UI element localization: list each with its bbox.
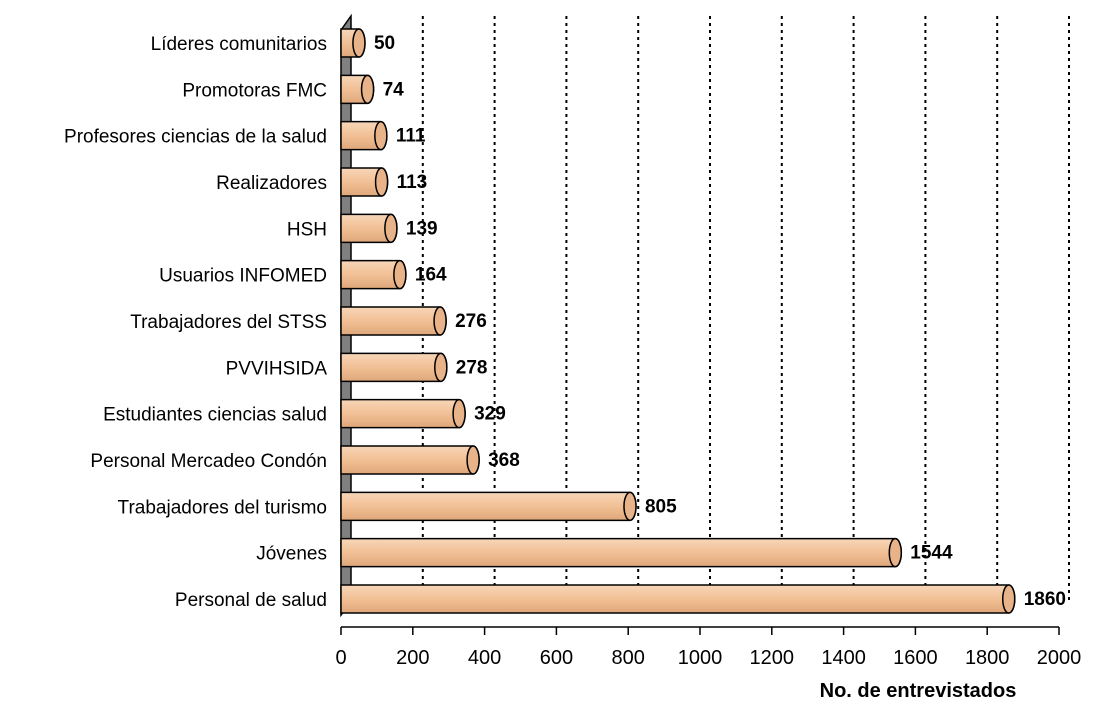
- bar-end-cap: [888, 537, 903, 568]
- x-axis: [340, 600, 1060, 635]
- bar-end-cap: [1001, 584, 1016, 614]
- y-tick-label: Trabajadores del turismo: [118, 497, 327, 518]
- data-label: 329: [474, 404, 506, 425]
- data-label: 113: [397, 172, 428, 193]
- bars: [340, 28, 1016, 614]
- data-label: 1544: [910, 543, 953, 564]
- bar-end-cap: [466, 445, 480, 475]
- labels: 0 200 400 600 800 1000 1200 1400 1600 1800 2000 Per…: [64, 33, 1081, 669]
- bar: [340, 491, 637, 522]
- data-label: 164: [415, 265, 447, 286]
- bar: [340, 537, 903, 568]
- x-tick-label: 800: [612, 647, 645, 669]
- x-tick-label: 1400: [821, 647, 866, 669]
- data-label: 805: [645, 496, 677, 517]
- y-tick-label: Líderes comunitarios: [151, 34, 327, 55]
- bar: [340, 584, 1016, 614]
- x-axis-title: No. de entrevistados: [820, 680, 1017, 702]
- bar-end-cap: [384, 213, 398, 244]
- y-tick-label: Usuarios INFOMED: [159, 266, 327, 287]
- bar-end-cap: [352, 28, 366, 58]
- x-tick-label: 600: [540, 647, 573, 669]
- y-tick-label: HSH: [287, 219, 327, 240]
- bar-end-cap: [433, 306, 447, 336]
- x-tick-label: 400: [468, 647, 501, 669]
- data-label: 74: [383, 79, 405, 100]
- y-tick-label: Personal Mercadeo Condón: [90, 451, 327, 472]
- bar: [340, 306, 447, 336]
- y-tick-label: Estudiantes ciencias salud: [103, 405, 327, 426]
- bar: [340, 398, 466, 429]
- data-label: 50: [374, 33, 395, 54]
- data-label: 276: [455, 311, 487, 332]
- x-tick-label: 1000: [678, 647, 723, 669]
- x-tick-label: 1800: [965, 647, 1010, 669]
- y-tick-label: Promotoras FMC: [182, 80, 327, 101]
- bar-end-cap: [374, 120, 388, 151]
- x-tick-label: 1200: [750, 647, 795, 669]
- x-tick-label: 2000: [1037, 647, 1082, 669]
- bar: [340, 445, 480, 475]
- bar-end-cap: [623, 491, 637, 522]
- bar: [340, 352, 448, 383]
- bar-end-cap: [393, 259, 407, 290]
- x-tick-label: 200: [396, 647, 429, 669]
- x-tick-label: 0: [335, 647, 346, 669]
- x-tick-label: 1600: [893, 647, 938, 669]
- y-tick-label: Profesores ciencias de la salud: [64, 127, 327, 148]
- y-tick-label: Personal de salud: [175, 590, 327, 611]
- data-label: 1860: [1024, 589, 1066, 610]
- y-tick-label: Realizadores: [216, 173, 327, 194]
- y-tick-label: Trabajadores del STSS: [130, 312, 327, 333]
- y-tick-label: PVVIHSIDA: [226, 358, 328, 379]
- bar-end-cap: [374, 167, 389, 197]
- y-tick-label: Jóvenes: [256, 544, 327, 565]
- data-label: 111: [396, 126, 426, 147]
- data-label: 368: [488, 450, 520, 471]
- bar-end-cap: [452, 398, 466, 429]
- bar-end-cap: [434, 352, 448, 383]
- data-label: 139: [406, 218, 438, 239]
- bar-end-cap: [360, 74, 375, 105]
- data-label: 278: [456, 357, 488, 378]
